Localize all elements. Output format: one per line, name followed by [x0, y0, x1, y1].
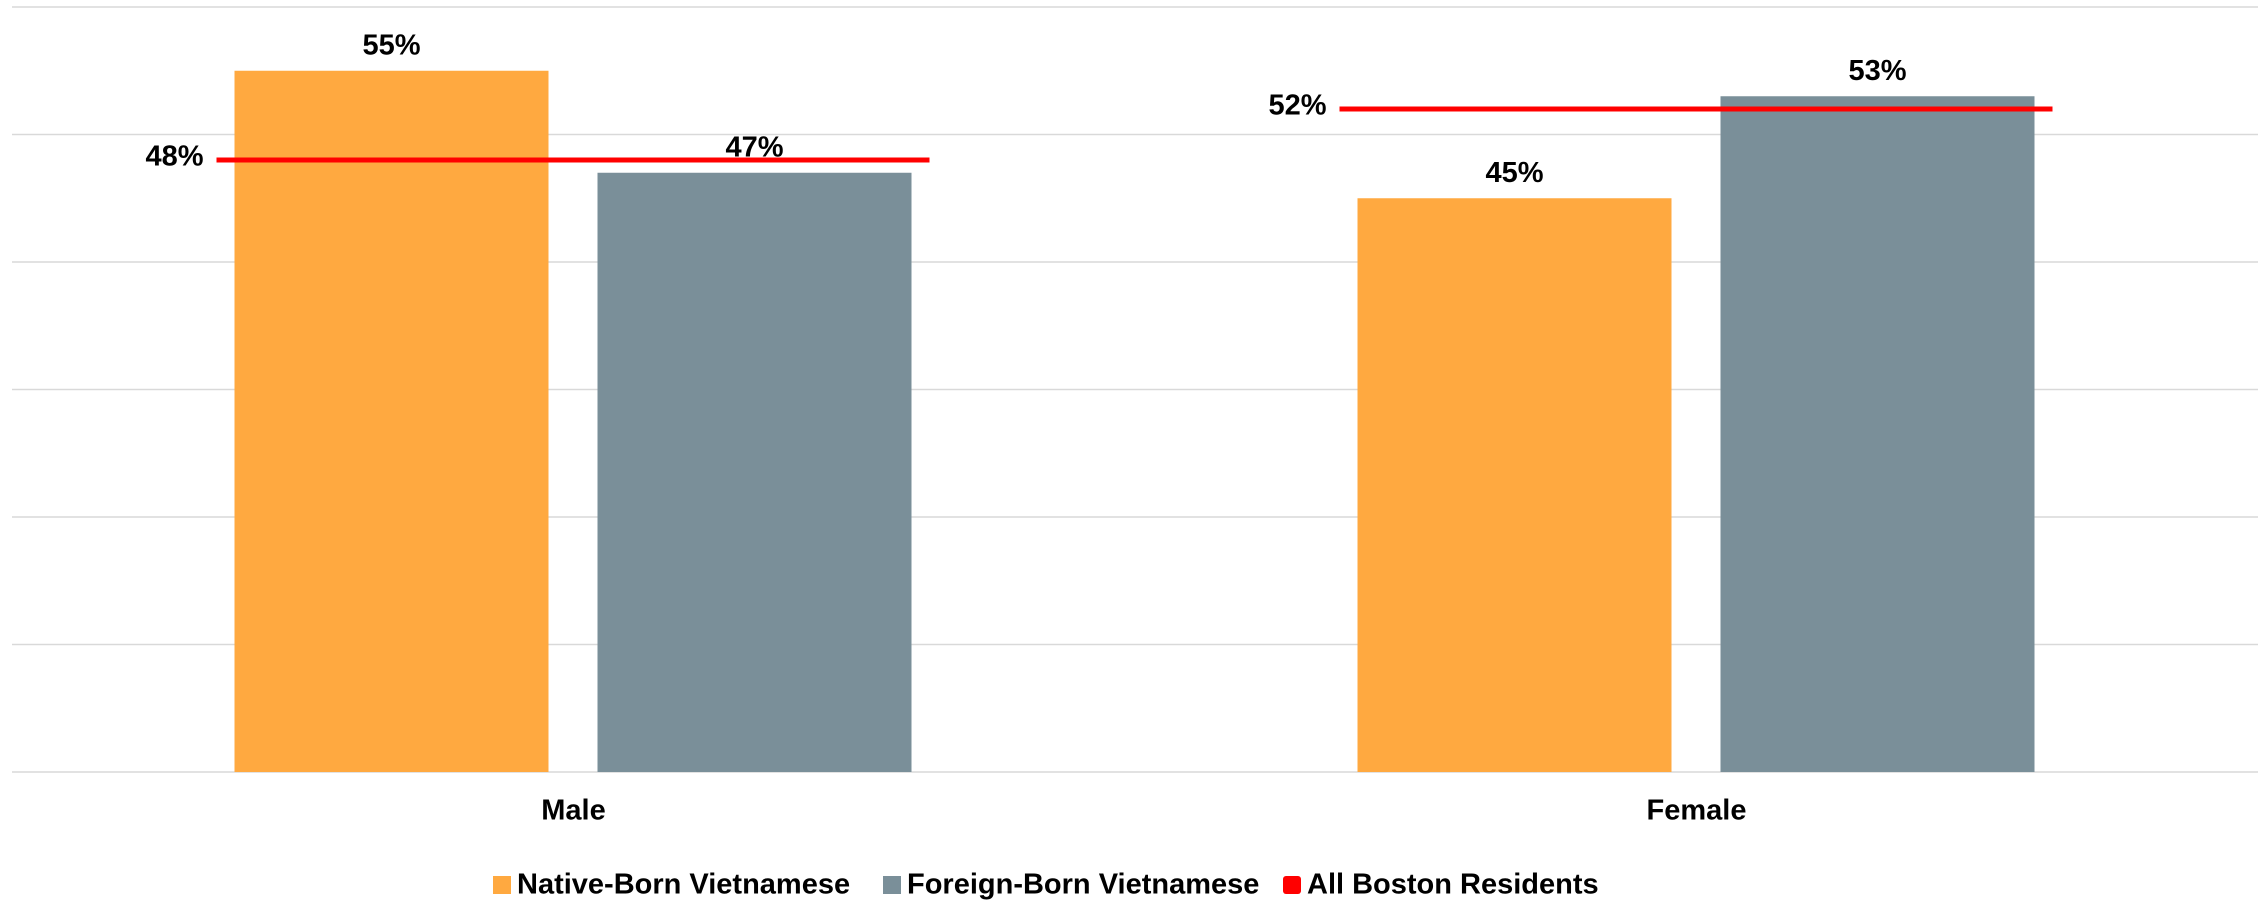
- line-label: 48%: [145, 141, 203, 173]
- x-tick-label: Male: [541, 795, 605, 827]
- legend-label: Foreign-Born Vietnamese: [907, 869, 1259, 901]
- legend-swatch: [493, 876, 511, 894]
- data-label: 55%: [362, 29, 420, 61]
- legend-swatch: [883, 876, 901, 894]
- bar: [1720, 96, 2035, 772]
- data-label: 53%: [1848, 55, 1906, 87]
- legend-label: Native-Born Vietnamese: [517, 869, 850, 901]
- data-label: 45%: [1485, 157, 1543, 189]
- bar: [1357, 198, 1672, 772]
- x-tick-label: Female: [1647, 795, 1747, 827]
- line-label: 52%: [1268, 90, 1326, 122]
- legend-label: All Boston Residents: [1307, 869, 1599, 901]
- bar: [234, 70, 549, 772]
- bar: [597, 172, 912, 772]
- legend-swatch: [1283, 876, 1301, 894]
